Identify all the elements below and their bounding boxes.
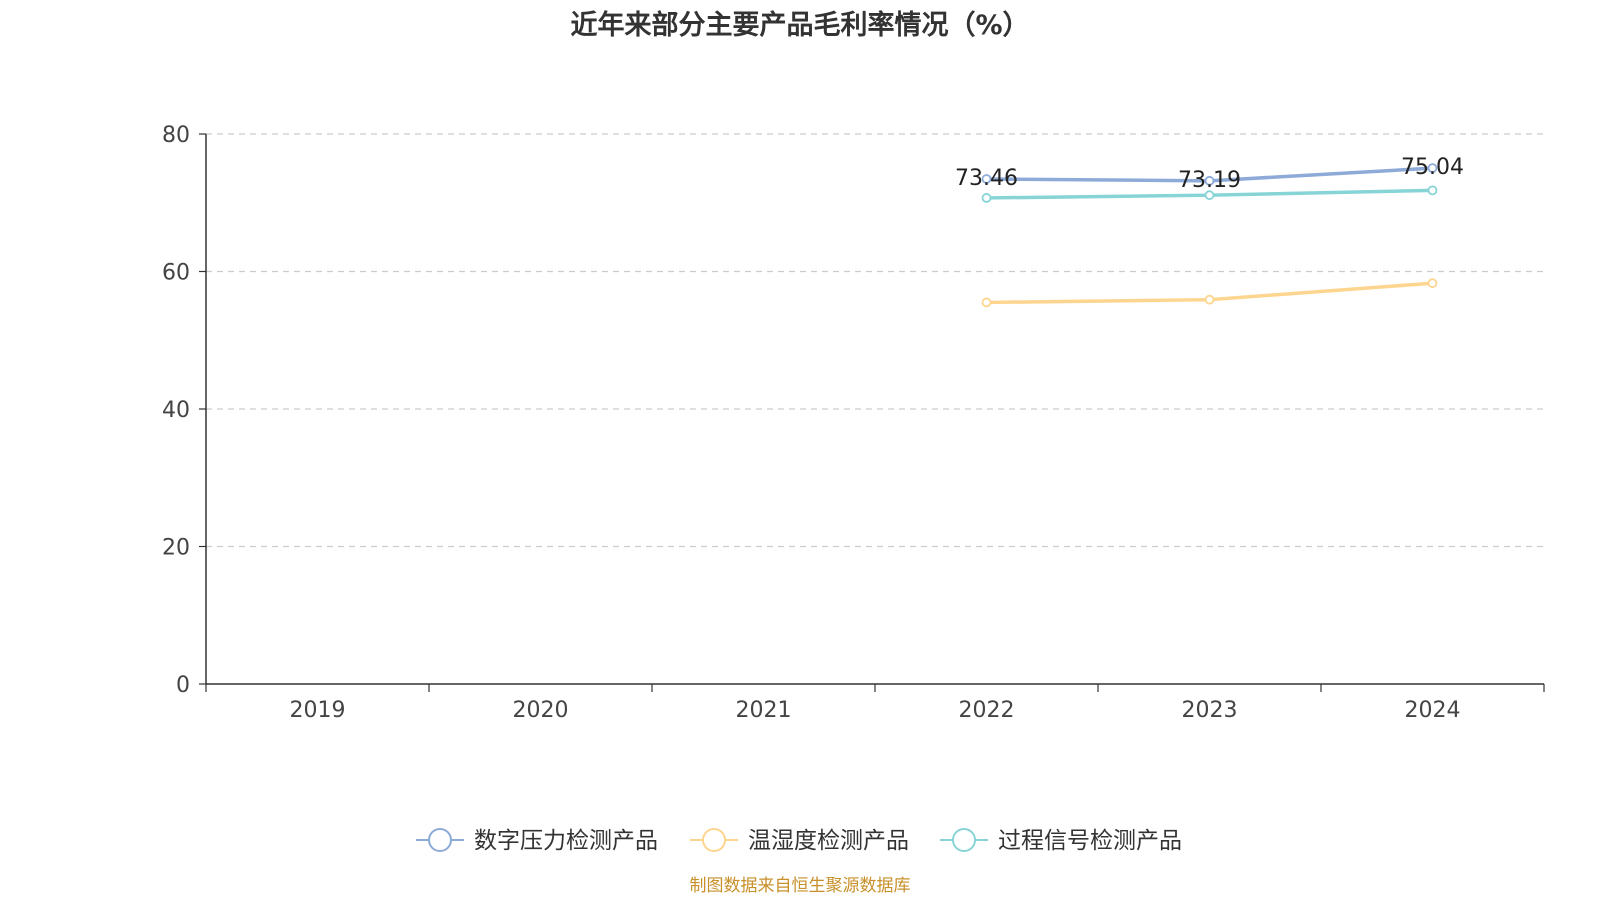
legend-item[interactable]: 过程信号检测产品 xyxy=(940,828,1182,854)
axes: 0 20 40 60 80 2019 2020 2021 2022 2023 2024 xyxy=(162,123,1545,723)
data-point xyxy=(1204,190,1215,201)
grid-lines xyxy=(206,133,1544,548)
y-tick-label: 80 xyxy=(162,123,190,148)
data-label: 75.04 xyxy=(1401,155,1464,180)
legend[interactable]: 数字压力检测产品 温湿度检测产品 过程信号检测产品 xyxy=(416,828,1182,854)
data-point xyxy=(981,297,992,308)
y-tick-label: 60 xyxy=(162,261,190,286)
x-tick-label: 2023 xyxy=(1182,698,1238,723)
data-labels: 73.46 73.19 75.04 xyxy=(955,155,1464,193)
legend-label: 过程信号检测产品 xyxy=(998,828,1182,854)
source-note: 制图数据来自恒生聚源数据库 xyxy=(690,876,911,896)
legend-label: 温湿度检测产品 xyxy=(748,828,909,854)
x-tick-label: 2024 xyxy=(1405,698,1461,723)
y-tick-label: 40 xyxy=(162,398,190,423)
series-lines xyxy=(981,163,1438,308)
data-point xyxy=(981,174,992,184)
data-label: 73.19 xyxy=(1178,168,1241,193)
data-point xyxy=(1204,294,1215,305)
legend-marker xyxy=(428,828,452,852)
data-point xyxy=(1204,175,1215,186)
legend-item[interactable]: 温湿度检测产品 xyxy=(690,828,909,854)
x-tick-label: 2022 xyxy=(959,698,1015,723)
x-tick-label: 2019 xyxy=(290,698,346,723)
x-tick-label: 2020 xyxy=(513,698,569,723)
y-tick-label: 0 xyxy=(176,673,190,698)
data-point xyxy=(1427,185,1438,196)
x-tick-label: 2021 xyxy=(736,698,792,723)
data-point xyxy=(1427,163,1438,174)
y-tick-label: 20 xyxy=(162,536,190,561)
legend-label: 数字压力检测产品 xyxy=(474,828,658,854)
legend-marker xyxy=(702,828,726,852)
chart-title: 近年来部分主要产品毛利率情况（%） xyxy=(570,9,1029,41)
data-point xyxy=(1427,278,1438,289)
legend-marker xyxy=(952,828,976,852)
data-point xyxy=(981,193,992,203)
legend-item[interactable]: 数字压力检测产品 xyxy=(416,828,658,854)
data-label: 73.46 xyxy=(955,166,1018,191)
